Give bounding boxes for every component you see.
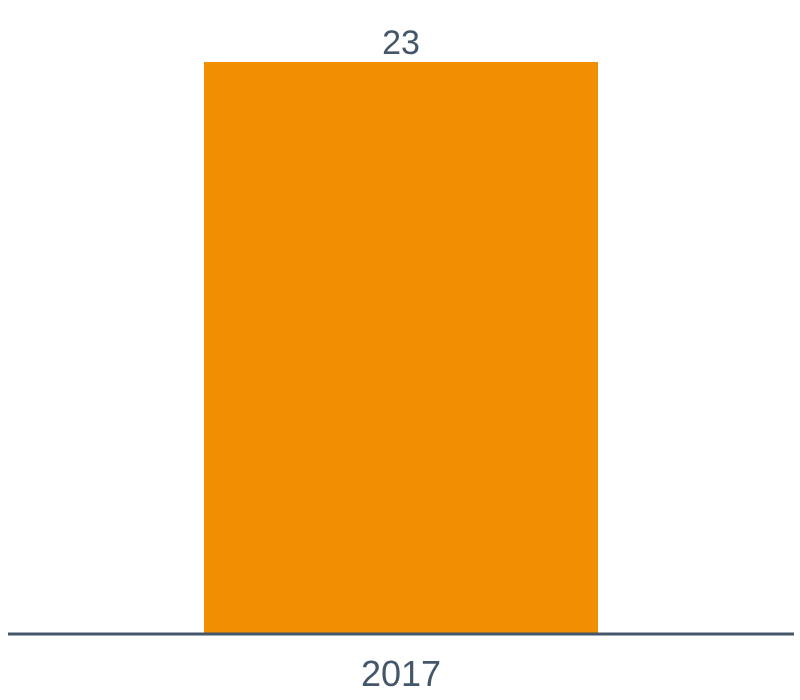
- bar-value-label: 23: [382, 24, 420, 62]
- x-tick-label: 2017: [361, 653, 441, 694]
- bar-2017: [204, 62, 598, 634]
- bars-group: [204, 62, 598, 634]
- value-labels-group: 23: [382, 24, 420, 62]
- x-tick-labels-group: 2017: [361, 653, 441, 694]
